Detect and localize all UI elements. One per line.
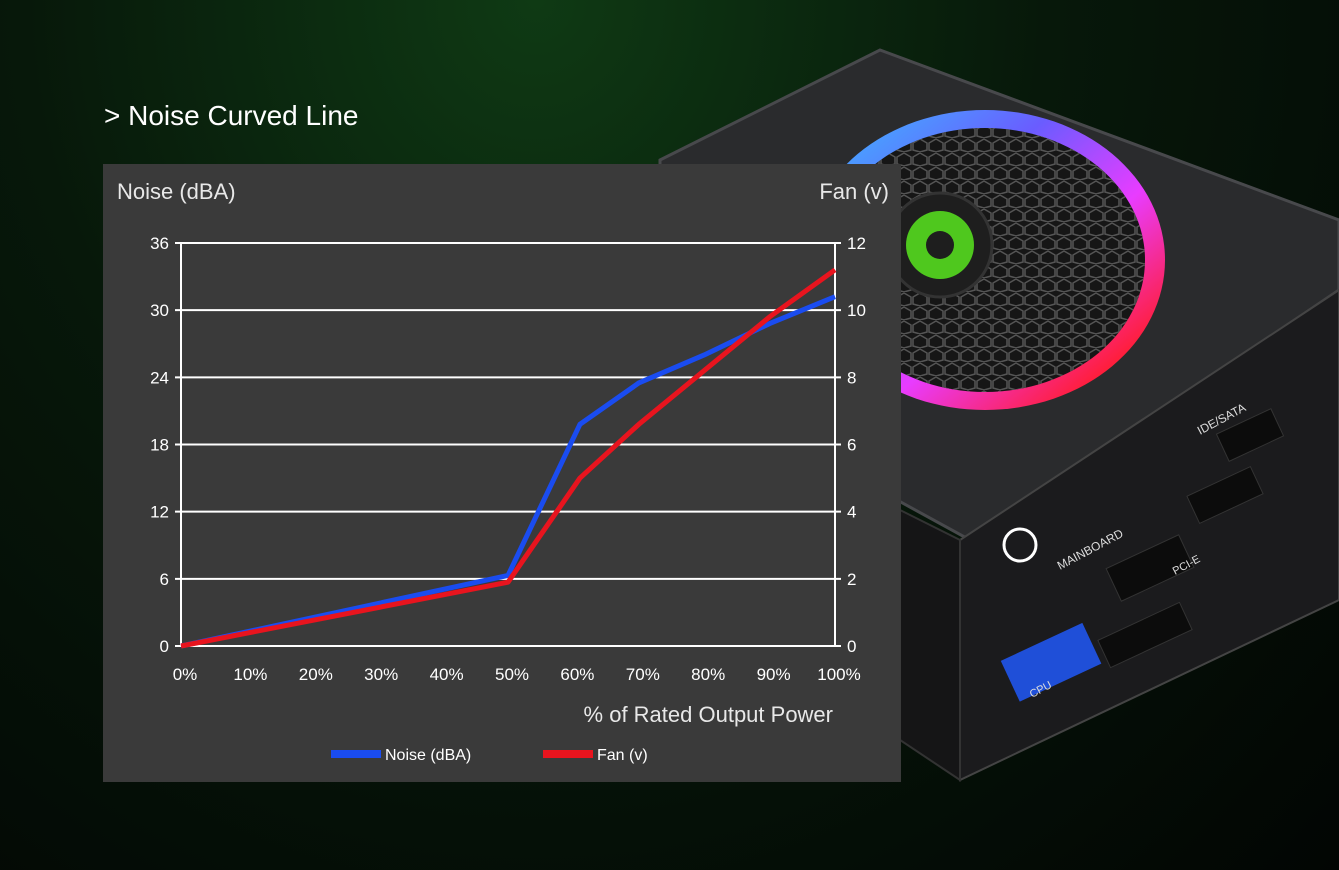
y-left-axis-title: Noise (dBA) — [117, 179, 236, 204]
y-left-tick-label: 18 — [150, 436, 169, 455]
noise-chart-panel: Noise (dBA) Fan (v) 0 6 12 18 24 30 36 0 2 4 6 8 10… — [103, 164, 901, 782]
series-line-noise — [180, 294, 836, 649]
y-left-tick-label: 6 — [160, 570, 169, 589]
y-right-ticks: 0 2 4 6 8 10 12 — [847, 234, 866, 656]
y-left-tick-label: 30 — [150, 301, 169, 320]
x-tick-label: 90% — [757, 665, 791, 684]
grid-lines — [175, 242, 841, 647]
legend: Noise (dBA) Fan (v) — [331, 747, 648, 764]
connector-cpu — [1000, 622, 1102, 702]
x-tick-label: 40% — [430, 665, 464, 684]
y-right-tick-label: 4 — [847, 503, 856, 522]
series-line-fan — [180, 267, 837, 649]
x-ticks: 0% 10% 20% 30% 40% 50% 60% 70% 80% 90% 100% — [173, 665, 861, 684]
x-tick-label: 100% — [817, 665, 860, 684]
y-right-tick-label: 12 — [847, 234, 866, 253]
legend-label: Fan (v) — [597, 747, 648, 764]
legend-label: Noise (dBA) — [385, 747, 471, 764]
x-tick-label: 50% — [495, 665, 529, 684]
y-left-tick-label: 0 — [160, 637, 169, 656]
y-right-tick-label: 2 — [847, 570, 856, 589]
brand-logo-front — [1002, 527, 1038, 563]
y-right-tick-label: 8 — [847, 368, 856, 387]
x-tick-label: 0% — [173, 665, 198, 684]
x-tick-label: 70% — [626, 665, 660, 684]
y-right-tick-label: 10 — [847, 301, 866, 320]
x-tick-label: 10% — [233, 665, 267, 684]
y-right-axis-title: Fan (v) — [819, 179, 889, 204]
x-tick-label: 60% — [560, 665, 594, 684]
section-heading: > Noise Curved Line — [104, 100, 359, 131]
x-tick-label: 80% — [691, 665, 725, 684]
y-right-tick-label: 0 — [847, 637, 856, 656]
x-axis-title: % of Rated Output Power — [584, 702, 833, 727]
y-left-tick-label: 36 — [150, 234, 169, 253]
x-tick-label: 20% — [299, 665, 333, 684]
series-lines — [180, 267, 837, 649]
psu-side-face — [899, 508, 961, 782]
y-left-tick-label: 24 — [150, 368, 169, 387]
y-left-tick-label: 12 — [150, 503, 169, 522]
legend-swatch — [331, 750, 381, 758]
y-left-ticks: 0 6 12 18 24 30 36 — [150, 234, 169, 656]
legend-swatch — [543, 750, 593, 758]
y-right-tick-label: 6 — [847, 436, 856, 455]
x-tick-label: 30% — [364, 665, 398, 684]
